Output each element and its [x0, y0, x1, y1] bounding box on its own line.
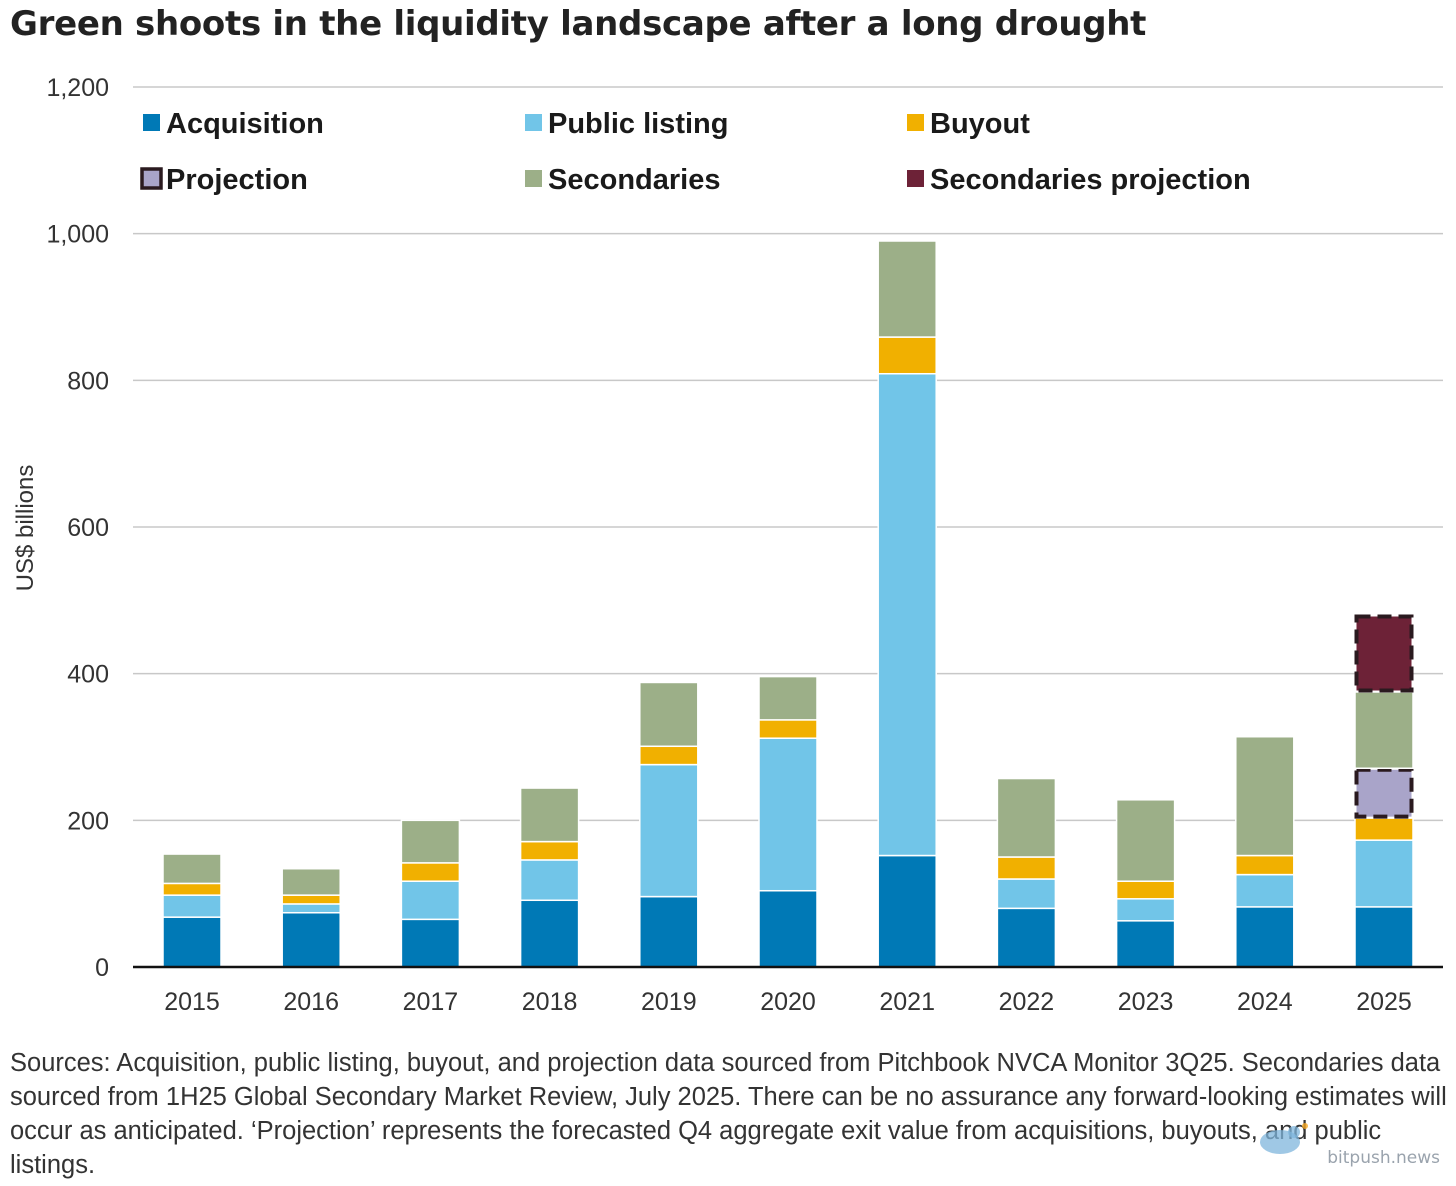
- legend-swatch-secondaries: [525, 170, 542, 187]
- bar-segment-acquisition: [1235, 906, 1295, 968]
- y-tick-label: 200: [67, 807, 109, 835]
- bar-stack-2015: [162, 853, 222, 968]
- bar-stack-2024: [1235, 735, 1295, 968]
- y-tick-label: 800: [67, 367, 109, 395]
- legend-swatch-buyout: [907, 114, 924, 131]
- bar-segment-secondaries: [1115, 799, 1176, 882]
- bar-segment-buyout: [1235, 854, 1295, 876]
- x-tick-label: 2020: [760, 988, 816, 1016]
- stacked-bar-chart: 0 200 400 600 800 1,000 1,200 2015 2016 2017 2018…: [12, 74, 1443, 1016]
- bar-segment-secondaries: [758, 675, 818, 721]
- bar-segment-public-listing: [1235, 873, 1295, 908]
- legend: Acquisition Public listing Buyout Projectio…: [140, 108, 1251, 196]
- x-axis-ticks: 2015 2016 2017 2018 2019 2020 2021 2022 2023 2024…: [164, 988, 1412, 1016]
- legend-label-acquisition: Acquisition: [166, 108, 324, 140]
- legend-swatch-projection: [140, 167, 163, 190]
- x-tick-label: 2018: [522, 988, 578, 1016]
- bar-segment-secondaries: [1354, 691, 1414, 770]
- bar-segment-acquisition: [639, 895, 699, 968]
- x-tick-label: 2019: [641, 988, 697, 1016]
- bar-segment-buyout: [162, 882, 222, 896]
- bar-segment-public-listing: [519, 859, 580, 902]
- bar-segment-secondaries: [519, 787, 580, 843]
- bar-segment-projection: [1354, 767, 1414, 819]
- bar-segment-acquisition: [1115, 920, 1176, 968]
- bar-stack-2018: [519, 787, 580, 968]
- bar-stack-2023: [1115, 799, 1176, 968]
- bar-segment-acquisition: [162, 916, 222, 968]
- bar-segment-public-listing: [877, 372, 937, 857]
- bar-segment-public-listing: [1115, 898, 1176, 922]
- bar-stack-2019: [639, 681, 699, 968]
- bar-segment-public-listing: [162, 894, 222, 918]
- x-tick-label: 2021: [879, 988, 935, 1016]
- bar-segment-public-listing: [758, 737, 818, 892]
- y-tick-label: 1,000: [46, 221, 109, 249]
- x-tick-label: 2025: [1356, 988, 1412, 1016]
- y-tick-label: 1,200: [46, 74, 109, 102]
- chart-title: Green shoots in the liquidity landscape …: [10, 4, 1147, 44]
- bar-stack-2022: [996, 777, 1057, 968]
- bar-segment-secondaries: [1235, 735, 1295, 857]
- bar-stack-2025: [1354, 614, 1414, 968]
- bar-segment-secondaries: [639, 681, 699, 748]
- legend-label-secondaries: Secondaries: [548, 164, 720, 196]
- source-note: Sources: Acquisition, public listing, bu…: [10, 1049, 1447, 1179]
- bar-segment-buyout: [519, 840, 580, 861]
- bar-segment-acquisition: [996, 907, 1057, 968]
- bar-segment-secondaries: [400, 819, 461, 864]
- x-tick-label: 2022: [999, 988, 1055, 1016]
- gridlines: [133, 86, 1443, 822]
- legend-label-projection: Projection: [166, 164, 308, 196]
- x-tick-label: 2024: [1237, 988, 1293, 1016]
- bird-logo-icon: [1260, 1123, 1308, 1154]
- bar-segment-acquisition: [519, 899, 580, 968]
- legend-swatch-acquisition: [143, 114, 160, 131]
- bar-segment-buyout: [996, 856, 1057, 880]
- bar-segment-buyout: [281, 894, 341, 905]
- x-tick-label: 2017: [403, 988, 459, 1016]
- y-tick-label: 600: [67, 514, 109, 542]
- x-tick-label: 2015: [164, 988, 220, 1016]
- bar-segment-acquisition: [1354, 906, 1414, 968]
- bar-segment-secondaries-projection: [1354, 614, 1414, 693]
- bar-segment-buyout: [758, 719, 818, 739]
- bar-segment-secondaries: [996, 777, 1057, 858]
- legend-label-public-listing: Public listing: [548, 108, 728, 140]
- y-axis-ticks: 0 200 400 600 800 1,000 1,200: [46, 74, 109, 982]
- bar-segment-acquisition: [758, 889, 818, 968]
- bar-segment-secondaries: [281, 867, 341, 896]
- bar-segment-buyout: [639, 745, 699, 766]
- legend-label-buyout: Buyout: [930, 108, 1030, 140]
- bar-segment-secondaries: [162, 853, 222, 885]
- bar-stack-2017: [400, 819, 461, 968]
- bar-segment-public-listing: [400, 880, 461, 921]
- legend-label-secondaries-projection: Secondaries projection: [930, 164, 1251, 196]
- bar-segment-buyout: [1354, 817, 1414, 841]
- bar-segment-public-listing: [996, 878, 1057, 910]
- x-tick-label: 2016: [283, 988, 339, 1016]
- bars: [162, 240, 1414, 968]
- legend-swatch-secondaries-projection: [907, 170, 924, 187]
- bar-segment-buyout: [1115, 880, 1176, 900]
- legend-swatch-public-listing: [525, 114, 542, 131]
- bar-segment-acquisition: [281, 911, 341, 968]
- y-tick-label: 400: [67, 661, 109, 689]
- bar-segment-secondaries: [877, 240, 937, 338]
- bar-segment-public-listing: [639, 763, 699, 898]
- bar-segment-buyout: [400, 862, 461, 882]
- watermark: bitpush.news: [1327, 1148, 1440, 1168]
- x-tick-label: 2023: [1118, 988, 1174, 1016]
- bar-segment-buyout: [877, 336, 937, 375]
- bar-stack-2016: [281, 867, 341, 968]
- bar-segment-public-listing: [1354, 839, 1414, 908]
- y-axis-label: US$ billions: [12, 465, 39, 592]
- y-tick-label: 0: [95, 954, 109, 982]
- bar-segment-public-listing: [281, 903, 341, 914]
- bar-stack-2020: [758, 675, 818, 968]
- bar-stack-2021: [877, 240, 937, 968]
- bar-segment-acquisition: [400, 918, 461, 968]
- bar-segment-acquisition: [877, 854, 937, 968]
